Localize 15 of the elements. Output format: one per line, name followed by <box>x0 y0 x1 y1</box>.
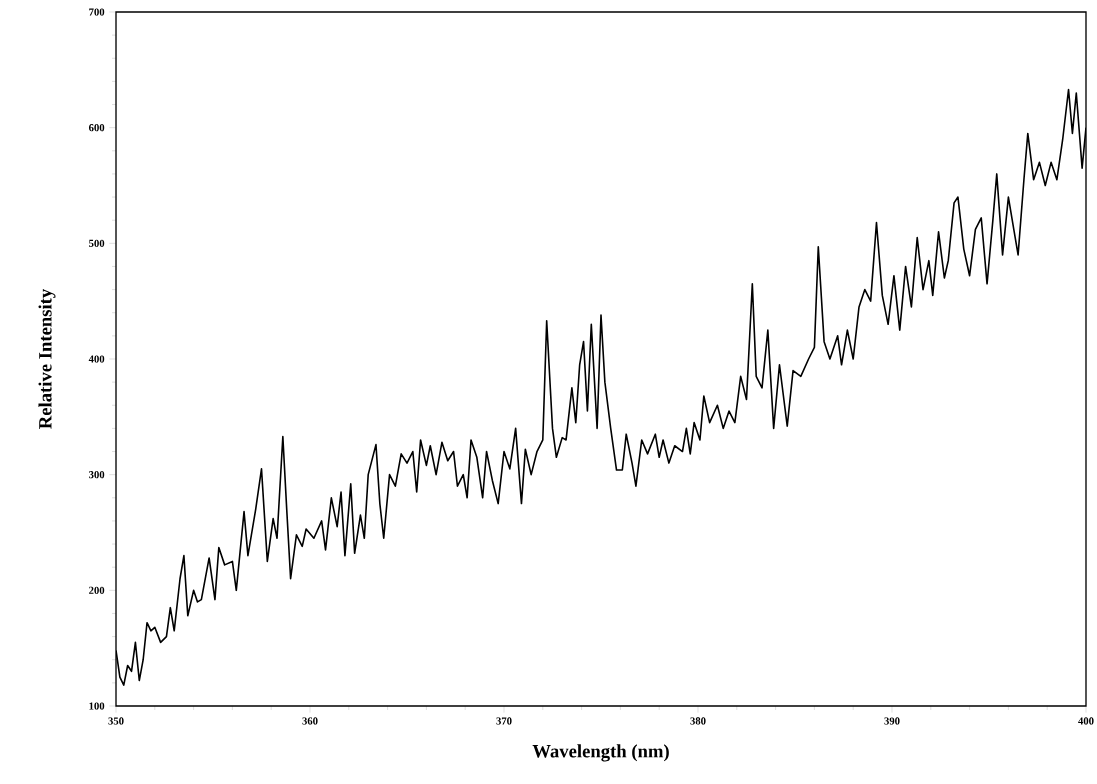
y-tick-label: 600 <box>88 124 105 132</box>
x-tick-label: 360 <box>302 717 318 725</box>
x-tick-label: 350 <box>108 717 124 725</box>
y-axis-title: Relative Intensity <box>38 288 56 429</box>
x-tick-label: 390 <box>884 717 900 725</box>
y-tick-label: 300 <box>89 471 105 479</box>
x-axis-title: Wavelength (nm) <box>532 744 669 762</box>
y-tick-label: 500 <box>89 239 105 247</box>
x-tick-label: 400 <box>1078 717 1094 725</box>
y-tick-label: 100 <box>89 702 105 710</box>
y-tick-label: 200 <box>89 586 105 594</box>
x-tick-label: 380 <box>690 717 706 725</box>
y-tick-label: 400 <box>88 355 105 363</box>
y-tick-label: 700 <box>89 8 105 16</box>
x-tick-label: 370 <box>496 717 512 725</box>
